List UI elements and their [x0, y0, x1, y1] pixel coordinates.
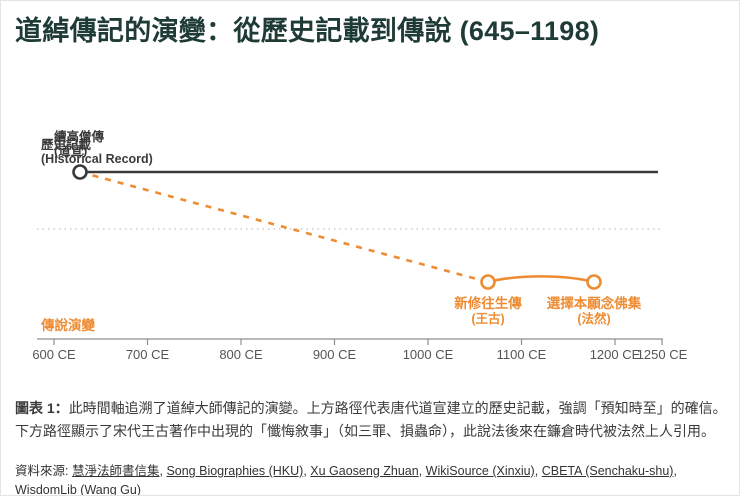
sources-separator: ,: [303, 464, 307, 478]
wanggu-point-label: 新修往生傳 (王古): [423, 295, 553, 327]
sources-separator: ,: [159, 464, 163, 478]
wanggu-title: 新修往生傳: [454, 296, 522, 311]
source-link-cbeta-senchaku-shu[interactable]: CBETA (Senchaku-shu): [541, 464, 674, 478]
wanggu-author: (王古): [471, 312, 505, 326]
historical-record-title: 歷史記載: [41, 138, 92, 152]
source-link-huijing[interactable]: 慧淨法師書信集: [71, 464, 160, 478]
honen-title: 選擇本願念佛集: [546, 296, 642, 311]
figure-caption-prefix: 圖表 1：: [15, 400, 69, 416]
page-title: 道綽傳記的演變：從歷史記載到傳說 (645–1198): [15, 16, 600, 46]
xu-gaoseng-author: (道宣): [54, 144, 88, 158]
figure-caption: 圖表 1：此時間軸追溯了道綽大師傳記的演變。上方路徑代表唐代道宣建立的歷史記載，…: [15, 397, 729, 442]
x-axis-tick-label: 700 CE: [126, 347, 170, 362]
timeline-plot: 600 CE 700 CE 800 CE 900 CE 1000 CE 1100…: [32, 164, 688, 362]
sources-line: 資料來源: 慧淨法師書信集, Song Biographies (HKU), X…: [15, 462, 729, 496]
source-link-wikisource-xinxiu[interactable]: WikiSource (Xinxiu): [425, 464, 535, 478]
legend-evolution-dashed-line: [79, 170, 489, 284]
source-link-xu-gaoseng-zhuan[interactable]: Xu Gaoseng Zhuan: [310, 464, 419, 478]
x-axis-tick-label: 1200 CE: [590, 347, 641, 362]
x-axis-tick-label: 1100 CE: [497, 347, 547, 362]
sources-separator: ,: [673, 464, 677, 478]
start-point-marker: [72, 164, 88, 180]
timeline-chart: 600 CE 700 CE 800 CE 900 CE 1000 CE 1100…: [1, 101, 739, 366]
sources-separator: ,: [534, 464, 539, 478]
historical-record-label: 歷史記載 (Historical Record): [41, 138, 153, 166]
x-axis-tick-label: 1000 CE: [403, 347, 454, 362]
figure-caption-text: 此時間軸追溯了道綽大師傳記的演變。上方路徑代表唐代道宣建立的歷史記載，強調「預知…: [15, 400, 727, 439]
wanggu-point-marker: [480, 274, 496, 290]
legend-evolution-arc: [487, 275, 595, 284]
xu-gaoseng-title: 續高僧傳: [54, 130, 105, 144]
source-link-song-biographies[interactable]: Song Biographies (HKU): [166, 464, 304, 478]
x-axis-tick-label: 800 CE: [219, 347, 263, 362]
honen-author: (法然): [577, 312, 611, 326]
sources-prefix: 資料來源:: [15, 464, 72, 478]
xu-gaoseng-label: 續高僧傳 (道宣): [54, 130, 104, 158]
honen-point-marker: [586, 274, 602, 290]
legend-evolution-label: 傳說演變: [41, 318, 95, 333]
source-link-wisdomlib-wang-gu[interactable]: WisdomLib (Wang Gu): [15, 482, 141, 496]
historical-record-subtitle: (Historical Record): [41, 152, 153, 166]
x-axis-tick-label: 900 CE: [313, 347, 357, 362]
x-axis-tick-label: 600 CE: [32, 347, 76, 362]
honen-point-label: 選擇本願念佛集 (法然): [529, 295, 659, 327]
x-axis-tick-label: 1250 CE: [637, 347, 688, 362]
sources-separator: ,: [418, 464, 423, 478]
